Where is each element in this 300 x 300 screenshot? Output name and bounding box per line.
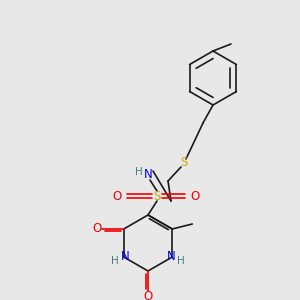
- Text: S: S: [153, 190, 161, 202]
- Text: O: O: [112, 190, 122, 202]
- Text: N: N: [120, 250, 129, 263]
- Text: N: N: [144, 169, 152, 182]
- Text: S: S: [180, 157, 188, 169]
- Text: H: H: [135, 167, 143, 177]
- Text: O: O: [92, 223, 101, 236]
- Text: N: N: [167, 250, 176, 263]
- Text: O: O: [190, 190, 200, 202]
- Text: H: H: [177, 256, 185, 266]
- Text: O: O: [143, 290, 153, 300]
- Text: H: H: [111, 256, 118, 266]
